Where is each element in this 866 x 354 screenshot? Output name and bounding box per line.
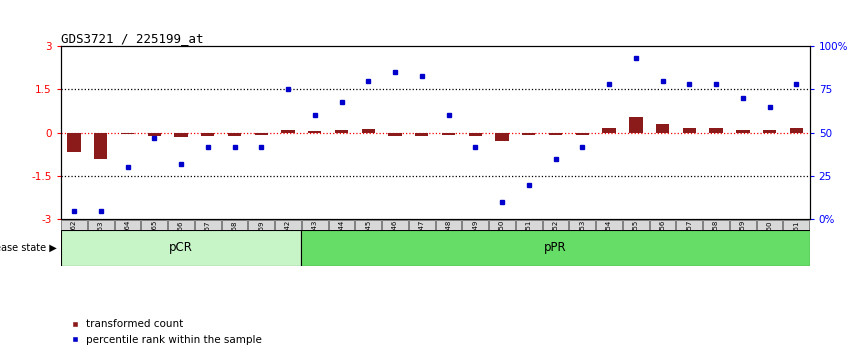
Text: GSM559047: GSM559047 (419, 220, 425, 262)
Bar (442, 133, 456, 135)
Text: GSM559055: GSM559055 (633, 220, 639, 262)
Bar (495, 133, 508, 141)
Bar (228, 133, 242, 136)
FancyBboxPatch shape (570, 219, 595, 230)
FancyBboxPatch shape (222, 219, 248, 230)
FancyBboxPatch shape (703, 219, 729, 230)
Bar (281, 130, 294, 133)
FancyBboxPatch shape (730, 219, 756, 230)
Text: GSM559064: GSM559064 (125, 220, 131, 262)
Text: GSM559045: GSM559045 (365, 220, 372, 262)
Text: GSM559067: GSM559067 (204, 220, 210, 263)
Text: GSM559066: GSM559066 (178, 220, 184, 263)
Bar (576, 133, 589, 135)
Text: GSM559058: GSM559058 (713, 220, 719, 262)
Bar (362, 129, 375, 133)
Bar (201, 133, 215, 136)
FancyBboxPatch shape (355, 219, 381, 230)
FancyBboxPatch shape (382, 219, 408, 230)
Text: GSM559052: GSM559052 (553, 220, 559, 262)
Text: GSM559062: GSM559062 (71, 220, 77, 262)
FancyBboxPatch shape (249, 219, 275, 230)
Bar (682, 127, 696, 133)
Bar (709, 127, 723, 133)
Text: GSM559050: GSM559050 (499, 220, 505, 262)
Text: GSM559043: GSM559043 (312, 220, 318, 262)
FancyBboxPatch shape (623, 219, 649, 230)
Bar (763, 130, 776, 133)
Bar (790, 127, 803, 133)
FancyBboxPatch shape (114, 219, 140, 230)
Text: GSM559054: GSM559054 (606, 220, 612, 262)
Text: GSM559065: GSM559065 (152, 220, 158, 262)
Bar (469, 133, 482, 136)
FancyBboxPatch shape (61, 219, 87, 230)
Bar (388, 133, 402, 136)
Text: GSM559042: GSM559042 (285, 220, 291, 262)
Text: GSM559060: GSM559060 (766, 220, 772, 263)
FancyBboxPatch shape (275, 219, 301, 230)
FancyBboxPatch shape (88, 219, 113, 230)
Bar (147, 133, 161, 136)
FancyBboxPatch shape (195, 219, 221, 230)
Bar (603, 129, 616, 133)
FancyBboxPatch shape (302, 219, 327, 230)
Text: pCR: pCR (169, 241, 193, 254)
Bar (174, 133, 188, 137)
Bar (656, 124, 669, 133)
Bar (415, 133, 429, 136)
Text: GSM559049: GSM559049 (472, 220, 478, 262)
Legend: transformed count, percentile rank within the sample: transformed count, percentile rank withi… (66, 315, 266, 349)
FancyBboxPatch shape (329, 219, 354, 230)
Text: GSM559048: GSM559048 (445, 220, 451, 262)
Text: pPR: pPR (544, 241, 567, 254)
FancyBboxPatch shape (516, 219, 541, 230)
Text: GSM559068: GSM559068 (231, 220, 237, 263)
Text: GSM559053: GSM559053 (579, 220, 585, 262)
FancyBboxPatch shape (409, 219, 435, 230)
Text: GSM559044: GSM559044 (339, 220, 345, 262)
Text: GSM559046: GSM559046 (392, 220, 398, 262)
Text: GSM559061: GSM559061 (793, 220, 799, 263)
Bar (335, 130, 348, 133)
FancyBboxPatch shape (436, 219, 462, 230)
Bar (549, 133, 562, 135)
Text: GSM559051: GSM559051 (526, 220, 532, 262)
Bar (736, 130, 749, 133)
Text: GSM559056: GSM559056 (660, 220, 666, 262)
FancyBboxPatch shape (650, 219, 675, 230)
FancyBboxPatch shape (168, 219, 194, 230)
FancyBboxPatch shape (543, 219, 568, 230)
FancyBboxPatch shape (784, 219, 809, 230)
Text: GSM559063: GSM559063 (98, 220, 104, 263)
FancyBboxPatch shape (301, 230, 810, 266)
Bar (308, 131, 321, 133)
FancyBboxPatch shape (757, 219, 782, 230)
Bar (522, 133, 535, 135)
FancyBboxPatch shape (489, 219, 515, 230)
Bar (121, 133, 134, 134)
Text: GSM559059: GSM559059 (740, 220, 746, 262)
Bar (94, 133, 107, 159)
FancyBboxPatch shape (462, 219, 488, 230)
FancyBboxPatch shape (61, 230, 301, 266)
Text: GDS3721 / 225199_at: GDS3721 / 225199_at (61, 32, 204, 45)
Text: GSM559069: GSM559069 (258, 220, 264, 263)
Bar (68, 133, 81, 152)
Text: GSM559057: GSM559057 (687, 220, 692, 262)
FancyBboxPatch shape (596, 219, 622, 230)
Bar (629, 117, 643, 133)
Bar (255, 133, 268, 135)
FancyBboxPatch shape (676, 219, 702, 230)
Text: disease state ▶: disease state ▶ (0, 243, 56, 253)
FancyBboxPatch shape (141, 219, 167, 230)
